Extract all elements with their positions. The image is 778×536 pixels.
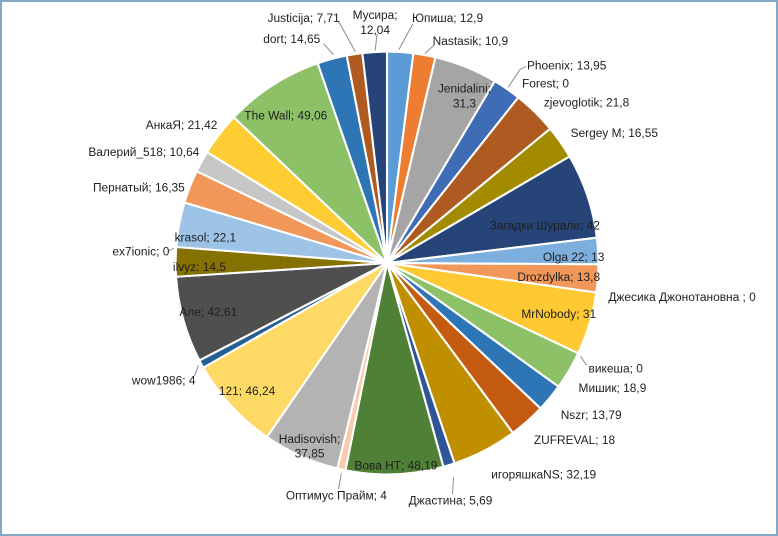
label-leader-line [193,365,199,377]
label-leader-line [398,23,414,50]
data-label: 31,3 [453,96,477,110]
data-label: игоряшкаNS; 32,19 [491,468,596,482]
label-leader-line [424,44,435,54]
data-label: 12,04 [360,23,390,37]
data-label: ex7ionic; 0 [112,244,169,258]
data-label: Джесика Джонотановна ; 0 [608,290,756,304]
data-label: АнкаЯ; 21,42 [146,118,218,132]
pie-slice[interactable] [361,50,389,265]
data-labels: Юпиша; 12,9 Nastasik; 10,9 Jenidalini;31,3… [88,8,756,507]
label-leader-line [507,66,527,88]
data-label: Загадки Шурале; 42 [490,218,600,232]
data-label: dort; 14,65 [263,32,320,46]
label-leader-line [374,33,378,51]
data-label: wow1986; 4 [131,373,196,387]
data-label: 121; 46,24 [219,384,276,398]
label-leader-line [323,43,334,55]
data-label: zjevoglotik; 21,8 [544,95,630,109]
label-leader-line [337,20,356,52]
data-label: Пернатый; 16,35 [93,181,185,195]
label-leader-line [580,356,587,366]
data-label: Phoenix; 13,95 [527,59,607,73]
label-leader-line [452,477,455,495]
leader-lines [168,20,587,495]
data-label: Hadisovish; [279,432,341,446]
label-leader-line [337,473,342,490]
data-label: Forest; 0 [522,77,569,91]
data-label: Джастина; 5,69 [409,493,493,507]
data-label: ZUFREVAL; 18 [534,433,616,447]
data-label: The Wall; 49,06 [244,108,327,122]
data-label: Мишик; 18,9 [579,381,647,395]
data-label: Nszr; 13,79 [561,408,622,422]
data-label: Nastasik; 10,9 [433,34,509,48]
data-label: Drozdylka; 13,8 [517,270,600,284]
data-label: Вова НТ; 48,19 [354,459,437,473]
data-label: Olga 22; 13 [543,250,605,264]
data-label: ilvyz; 14,5 [173,260,226,274]
data-label: MrNobody; 31 [521,307,596,321]
pie-slice[interactable] [344,261,445,476]
data-label: Jenidalini; [438,81,491,95]
pie-slice[interactable] [232,62,389,265]
data-label: викеша; 0 [589,361,644,375]
data-label: Sergey M; 16,55 [571,126,659,140]
data-label: 37,85 [295,447,325,461]
data-label: Юпиша; 12,9 [412,11,483,25]
data-label: Але; 42,61 [179,305,237,319]
data-label: Justicija; 7,71 [268,11,341,25]
data-label: krasol; 22,1 [175,230,237,244]
data-label: Оптимус Прайм; 4 [286,488,387,502]
data-label: Мусира; [353,8,398,22]
data-label: Валерий_518; 10,64 [88,145,199,159]
pie-slices [174,50,600,476]
label-leader-line [168,247,174,252]
